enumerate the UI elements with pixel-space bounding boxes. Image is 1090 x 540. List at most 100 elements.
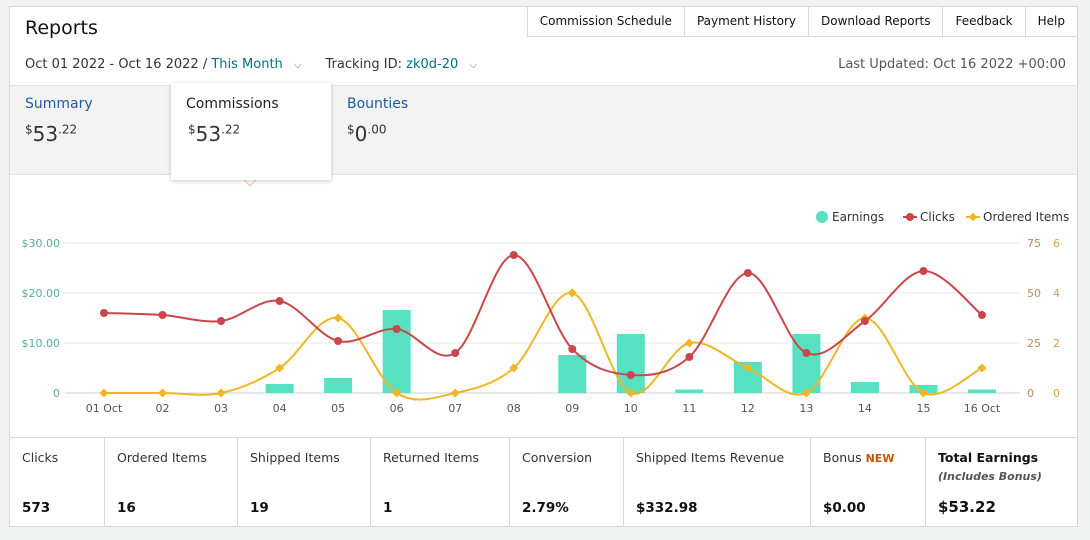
stat-shipped-revenue: Shipped Items Revenue $332.98	[624, 438, 811, 527]
stat-shipped-items: Shipped Items 19	[238, 438, 371, 527]
x-axis-tick: 09	[565, 402, 579, 415]
x-axis-tick: 02	[156, 402, 170, 415]
stat-value: 19	[250, 500, 269, 516]
legend-clicks-swatch	[906, 213, 914, 221]
earnings-bar	[675, 389, 704, 393]
commission-schedule-button[interactable]: Commission Schedule	[526, 6, 685, 37]
legend-label: Earnings	[832, 210, 884, 224]
clicks-point	[275, 297, 284, 305]
chevron-down-icon[interactable]: ⌵	[293, 60, 302, 71]
stat-value: $0.00	[823, 500, 866, 516]
legend-label: Ordered Items	[983, 210, 1069, 224]
stat-bonus: Bonus NEW $0.00	[811, 438, 926, 527]
ordered-items-point	[216, 388, 226, 398]
x-axis-tick: 16 Oct	[964, 402, 1001, 415]
earnings-bar	[968, 389, 996, 393]
ordered-items-line	[104, 291, 983, 401]
earnings-bar	[558, 355, 587, 393]
y-axis-right-items-tick: 6	[1053, 237, 1060, 250]
x-axis-tick: 08	[507, 402, 521, 415]
new-badge: NEW	[865, 452, 895, 465]
payment-history-button[interactable]: Payment History	[683, 6, 809, 37]
clicks-point	[860, 317, 869, 325]
x-axis-tick: 07	[448, 402, 462, 415]
stat-value: 2.79%	[522, 500, 569, 516]
y-axis-left-tick: $20.00	[22, 287, 61, 300]
stat-value: $332.98	[636, 500, 698, 516]
tab-bounties-value: $0.00	[347, 122, 387, 146]
stat-ordered-items: Ordered Items 16	[105, 438, 238, 527]
stat-conversion: Conversion 2.79%	[510, 438, 624, 527]
y-axis-right-items-tick: 2	[1053, 337, 1060, 350]
x-axis-tick: 03	[214, 402, 228, 415]
tab-bounties[interactable]: Bounties $0.00	[332, 86, 452, 174]
legend-items-swatch	[968, 212, 978, 222]
stat-note: (Includes Bonus)	[938, 470, 1042, 483]
page-title: Reports	[25, 17, 98, 39]
tracking-id-value[interactable]: zk0d-20	[406, 57, 459, 72]
tab-bounties-label: Bounties	[347, 96, 409, 112]
ordered-items-point	[158, 388, 168, 398]
clicks-point	[334, 337, 343, 345]
x-axis-tick: 10	[624, 402, 638, 415]
y-axis-right-items-tick: 0	[1053, 387, 1060, 400]
earnings-chart: 0 $10.00 $20.00 $30.00 0 25 50 75 0 2 4 6 01 Oct 02 03…	[10, 174, 1077, 437]
earnings-bar	[265, 384, 294, 393]
period-link[interactable]: This Month	[211, 57, 283, 72]
filters-bar: Oct 01 2022 - Oct 16 2022 / This Month ⌵…	[25, 57, 477, 72]
ordered-items-point	[99, 388, 109, 398]
ordered-items-point	[743, 363, 753, 373]
stat-label: Bonus NEW	[823, 450, 895, 465]
ordered-items-point	[333, 313, 343, 323]
x-axis-tick: 14	[858, 402, 872, 415]
y-axis-right-clicks-tick: 50	[1027, 287, 1041, 300]
y-axis-left-tick: $10.00	[22, 337, 61, 350]
y-axis-left-tick: $30.00	[22, 237, 61, 250]
clicks-point	[217, 317, 226, 325]
chevron-down-icon[interactable]: ⌵	[469, 60, 477, 71]
y-axis-left-tick: 0	[53, 387, 60, 400]
date-range-selector[interactable]: Oct 01 2022 - Oct 16 2022 / This Month ⌵	[25, 57, 302, 72]
x-axis-tick: 15	[916, 402, 930, 415]
tab-summary-value: $53.22	[25, 122, 78, 146]
clicks-line	[103, 253, 983, 377]
ordered-items-point	[275, 363, 285, 373]
date-range-text: Oct 01 2022 - Oct 16 2022 /	[25, 57, 208, 72]
help-button[interactable]: Help	[1024, 6, 1078, 37]
x-axis-tick: 01 Oct	[86, 402, 123, 415]
stat-clicks: Clicks 573	[10, 438, 105, 527]
stat-label: Conversion	[522, 450, 593, 465]
last-updated: Last Updated: Oct 16 2022 +00:00	[838, 57, 1066, 72]
y-axis-right-clicks-tick: 25	[1027, 337, 1041, 350]
stat-label: Shipped Items Revenue	[636, 450, 785, 465]
top-navigation: Commission Schedule Payment History Down…	[526, 6, 1078, 37]
clicks-point	[802, 349, 811, 357]
stat-label: Total Earnings	[938, 450, 1039, 465]
download-reports-button[interactable]: Download Reports	[807, 6, 944, 37]
stat-label: Ordered Items	[117, 450, 207, 465]
tracking-id-selector[interactable]: Tracking ID: zk0d-20 ⌵	[326, 57, 477, 72]
stat-label: Clicks	[22, 450, 59, 465]
clicks-point	[685, 353, 694, 361]
ordered-items-point	[450, 388, 460, 398]
clicks-point	[626, 371, 635, 379]
ordered-items-point	[392, 388, 402, 398]
ordered-items-point	[567, 288, 577, 298]
x-axis-tick: 12	[741, 402, 755, 415]
stat-label: Shipped Items	[250, 450, 340, 465]
tab-commissions[interactable]: Commissions $53.22	[171, 83, 331, 180]
tab-commissions-value: $53.22	[188, 122, 241, 146]
tab-summary[interactable]: Summary $53.22	[10, 86, 171, 174]
x-axis-tick: 11	[682, 402, 696, 415]
earnings-bar	[850, 382, 879, 393]
clicks-point	[978, 311, 986, 319]
earnings-bar	[324, 378, 353, 393]
legend-label: Clicks	[920, 210, 955, 224]
tab-commissions-label: Commissions	[186, 96, 279, 112]
x-axis-tick: 06	[390, 402, 404, 415]
stat-value: $53.22	[938, 498, 996, 516]
stat-returned-items: Returned Items 1	[371, 438, 510, 527]
y-axis-right-items-tick: 4	[1053, 287, 1060, 300]
feedback-button[interactable]: Feedback	[942, 6, 1026, 37]
reports-card: Reports Commission Schedule Payment Hist…	[9, 6, 1078, 527]
